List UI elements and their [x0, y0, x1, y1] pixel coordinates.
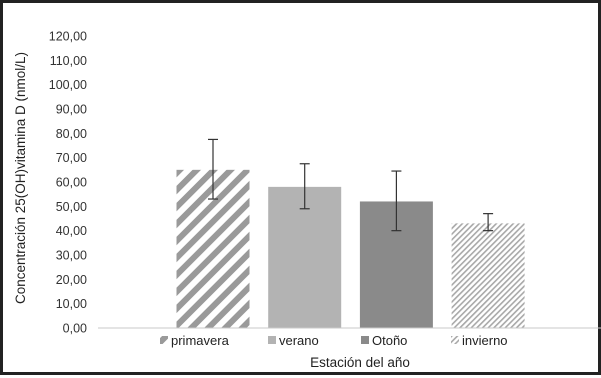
y-tick-label: 100,00: [49, 78, 87, 92]
bar-invierno: [451, 223, 525, 328]
y-tick-label: 50,00: [56, 200, 87, 214]
error-bar: [391, 170, 402, 232]
legend-item: verano: [268, 333, 319, 348]
y-tick-label: 120,00: [49, 30, 87, 44]
bar-verano: [268, 186, 342, 328]
y-tick-label: 90,00: [56, 103, 87, 117]
y-tick-label: 80,00: [56, 127, 87, 141]
y-tick-label: 40,00: [56, 224, 87, 238]
x-axis-title: Estación del año: [310, 355, 410, 370]
legend: primavera verano Otoño invierno: [160, 333, 508, 348]
y-tick-label: 30,00: [56, 249, 87, 263]
y-axis-title: Concentración 25(OH)vitamina D (nmol/L): [13, 52, 28, 304]
error-bar: [299, 163, 310, 210]
error-bars: [208, 138, 494, 232]
bars: [176, 169, 525, 328]
legend-label: invierno: [462, 333, 508, 348]
y-tick-label: 0,00: [63, 322, 87, 336]
legend-label: verano: [279, 333, 319, 348]
legend-label: Otoño: [372, 333, 407, 348]
error-bar: [483, 213, 494, 232]
legend-item: Otoño: [361, 333, 407, 348]
error-bar: [208, 138, 218, 200]
y-tick-label: 70,00: [56, 151, 87, 165]
legend-item: primavera: [160, 333, 230, 348]
y-tick-label: 10,00: [56, 297, 87, 311]
legend-swatch: [451, 336, 459, 344]
y-tick-label: 20,00: [56, 273, 87, 287]
y-tick-label: 110,00: [50, 54, 87, 68]
y-tick-label: 60,00: [56, 176, 87, 190]
legend-swatch: [268, 336, 276, 344]
legend-swatch: [361, 336, 369, 344]
legend-label: primavera: [171, 333, 230, 348]
legend-swatch: [160, 336, 168, 344]
y-axis: 0,00 10,00 20,00 30,00 40,00 50,00 60,00 70,00 8…: [49, 30, 87, 336]
legend-item: invierno: [451, 333, 508, 348]
bar-chart: 0,00 10,00 20,00 30,00 40,00 50,00 60,00 70,00 8…: [13, 30, 601, 370]
